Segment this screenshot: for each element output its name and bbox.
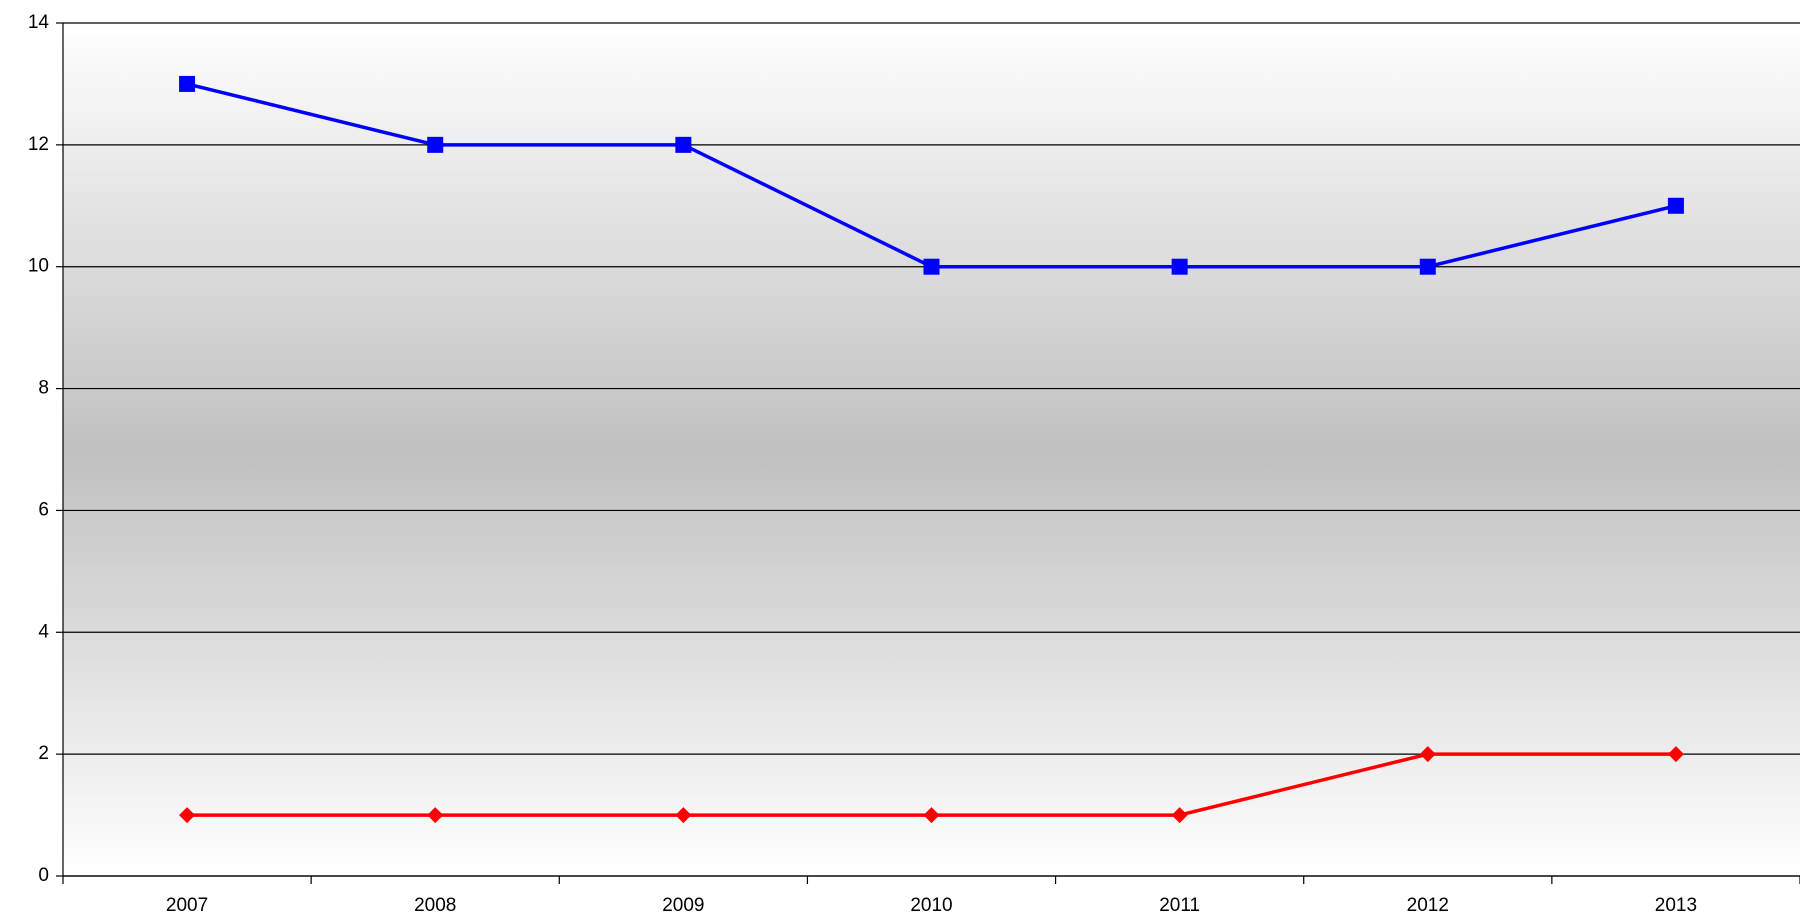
marker — [427, 136, 444, 153]
marker — [1667, 197, 1684, 214]
marker — [675, 136, 692, 153]
marker — [1419, 746, 1436, 763]
marker — [675, 807, 692, 824]
y-tick-label: 14 — [28, 12, 50, 33]
marker — [179, 75, 196, 92]
marker — [1171, 258, 1188, 275]
y-tick-label: 8 — [38, 378, 49, 399]
y-tick-label: 4 — [38, 621, 49, 642]
x-tick-label: 2013 — [1655, 895, 1697, 916]
x-tick-label: 2009 — [662, 895, 704, 916]
x-tick-label: 2012 — [1407, 895, 1449, 916]
y-tick-label: 12 — [28, 134, 49, 155]
y-tick-label: 6 — [38, 499, 49, 520]
y-tick-label: 0 — [38, 865, 49, 886]
y-tick-label: 2 — [38, 743, 49, 764]
marker — [427, 807, 444, 824]
x-tick-label: 2011 — [1159, 895, 1200, 916]
x-tick-label: 2008 — [414, 895, 456, 916]
marker — [179, 807, 196, 824]
marker — [923, 807, 940, 824]
marker — [1419, 258, 1436, 275]
marker — [1171, 807, 1188, 824]
marker — [1667, 746, 1684, 763]
x-tick-label: 2010 — [910, 895, 952, 916]
plot-area — [63, 23, 1800, 876]
marker — [923, 258, 940, 275]
y-tick-label: 10 — [28, 256, 49, 277]
x-tick-label: 2007 — [166, 895, 208, 916]
